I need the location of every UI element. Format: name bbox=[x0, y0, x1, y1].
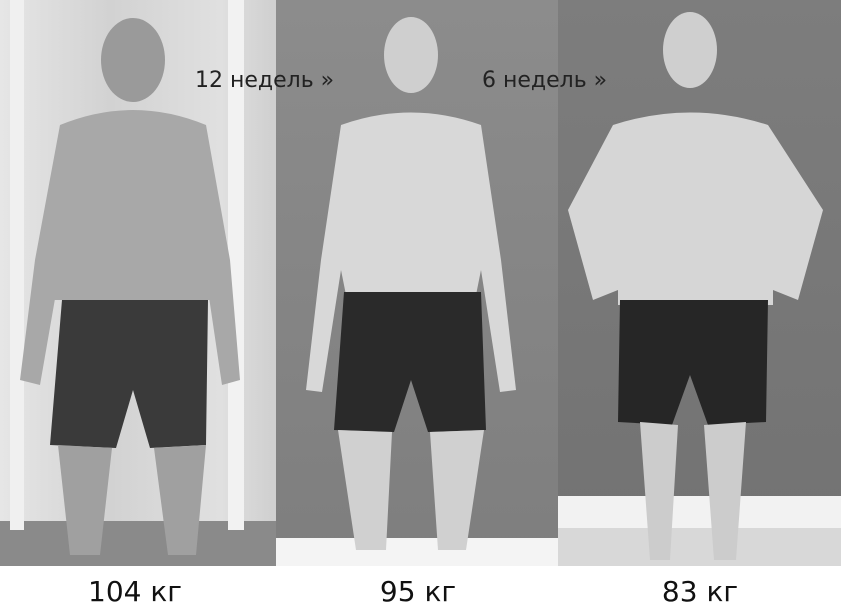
interval-label-12-weeks: 12 недель » bbox=[195, 68, 335, 93]
photo-before bbox=[0, 0, 276, 566]
interval-label-6-weeks: 6 недель » bbox=[482, 68, 608, 93]
photo-18-weeks bbox=[558, 0, 841, 566]
weight-label-after: 83 кг bbox=[661, 575, 739, 608]
weight-label-middle: 95 кг bbox=[379, 575, 457, 608]
person-figure bbox=[568, 12, 823, 560]
weight-label-before: 104 кг bbox=[88, 575, 182, 608]
floor bbox=[276, 538, 558, 566]
photo-12-weeks bbox=[276, 0, 558, 566]
baseboard bbox=[558, 496, 841, 528]
person-figure bbox=[10, 0, 244, 555]
person-figure bbox=[306, 17, 516, 550]
